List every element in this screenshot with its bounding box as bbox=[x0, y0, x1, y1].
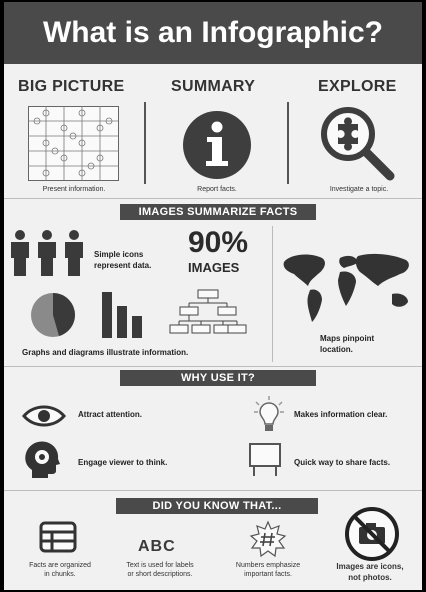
know-item-4-line2: not photos. bbox=[348, 573, 392, 582]
section-divider bbox=[4, 366, 422, 367]
summary-caption: Report facts. bbox=[197, 186, 237, 193]
why-item-4-text: Quick way to share facts. bbox=[294, 458, 391, 467]
percent-label: IMAGES bbox=[188, 260, 240, 275]
sign-icon bbox=[249, 443, 281, 476]
world-map-icon bbox=[283, 253, 409, 322]
info-icon bbox=[183, 111, 251, 179]
summary-heading: SUMMARY bbox=[171, 78, 256, 95]
abc-text: ABC bbox=[138, 538, 176, 555]
know-item-2-line2: or short descriptions. bbox=[127, 571, 193, 578]
percent-value: 90% bbox=[188, 226, 249, 259]
images-banner: IMAGES SUMMARIZE FACTS bbox=[120, 204, 316, 220]
big-picture-caption: Present information. bbox=[42, 186, 106, 193]
page-title: What is an Infographic? bbox=[4, 2, 422, 64]
why-item-2-text: Makes information clear. bbox=[294, 410, 388, 419]
know-item-3-line1: Numbers emphasize bbox=[235, 562, 301, 569]
column-divider bbox=[144, 102, 146, 184]
explore-caption: Investigate a topic. bbox=[329, 186, 389, 193]
infographic-page: What is an Infographic? BIG PICTURE SUMM… bbox=[4, 2, 422, 590]
section-divider bbox=[4, 490, 422, 491]
icons-text-line1: Simple icons bbox=[94, 250, 144, 259]
know-banner: DID YOU KNOW THAT... bbox=[116, 498, 318, 514]
puzzle-icon bbox=[28, 106, 119, 181]
graphs-text: Graphs and diagrams illustrate informati… bbox=[22, 348, 189, 357]
pie-chart-icon bbox=[31, 293, 75, 337]
lightbulb-icon bbox=[254, 396, 284, 431]
diagram-icon bbox=[169, 289, 247, 334]
maps-text-line2: location. bbox=[320, 345, 353, 354]
why-item-3-text: Engage viewer to think. bbox=[78, 458, 168, 467]
chunks-icon bbox=[39, 521, 77, 553]
icons-text-line2: represent data. bbox=[94, 261, 152, 270]
big-picture-heading: BIG PICTURE bbox=[18, 78, 125, 95]
know-item-3-line2: important facts. bbox=[244, 571, 292, 578]
know-item-1-line2: in chunks. bbox=[44, 571, 76, 578]
vertical-divider bbox=[272, 226, 273, 362]
explore-heading: EXPLORE bbox=[318, 78, 397, 95]
magnifier-puzzle-icon bbox=[321, 107, 395, 181]
no-photo-icon bbox=[345, 507, 399, 561]
know-item-4-line1: Images are icons, bbox=[336, 562, 404, 571]
number-burst-icon bbox=[249, 520, 287, 558]
column-divider bbox=[287, 102, 289, 184]
why-item-1-text: Attract attention. bbox=[78, 410, 142, 419]
bar-chart-icon bbox=[102, 292, 142, 338]
maps-text-line1: Maps pinpoint bbox=[320, 334, 375, 343]
know-item-2-line1: Text is used for labels bbox=[126, 562, 194, 569]
know-item-1-line1: Facts are organized bbox=[29, 562, 91, 569]
eye-icon bbox=[22, 405, 66, 427]
why-banner: WHY USE IT? bbox=[120, 370, 316, 386]
head-gear-icon bbox=[25, 441, 60, 478]
people-icon bbox=[11, 230, 83, 276]
section-divider bbox=[4, 198, 422, 199]
